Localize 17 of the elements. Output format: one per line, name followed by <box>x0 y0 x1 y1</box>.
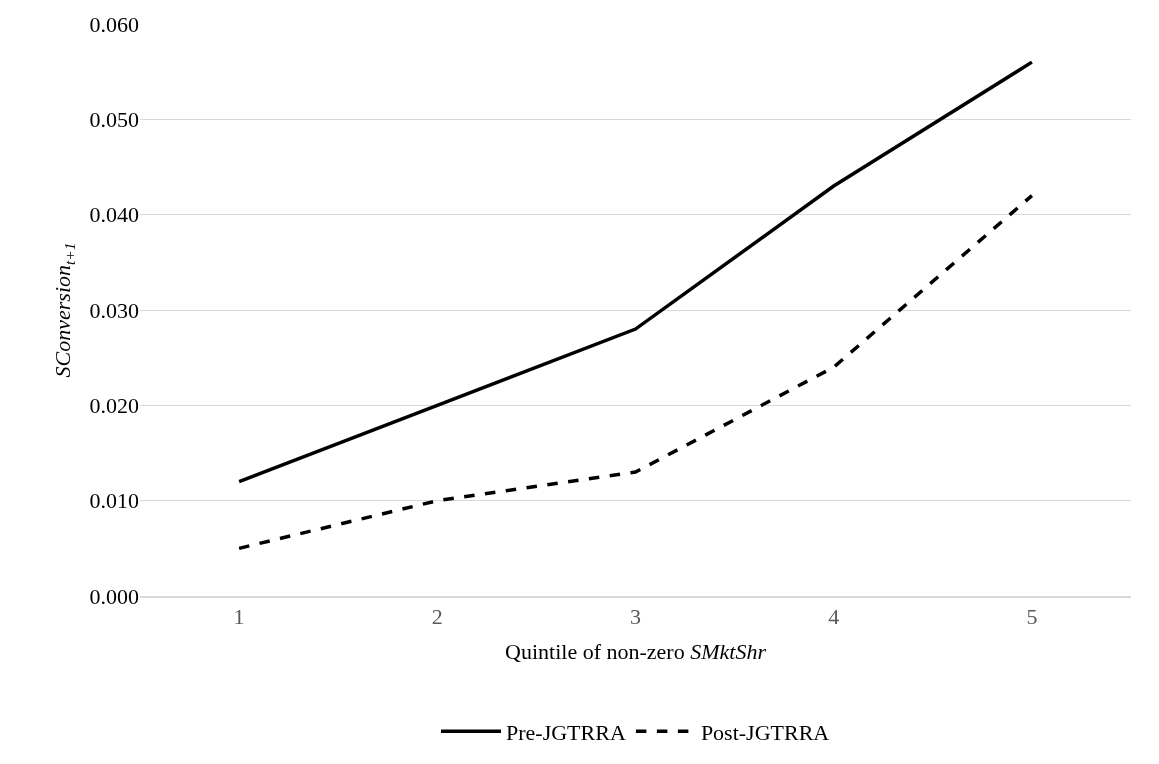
y-tick-label: 0.030 <box>89 297 139 323</box>
x-tick-label: 1 <box>233 604 245 630</box>
y-tick-label: 0.060 <box>89 11 139 37</box>
y-tick-label: 0.000 <box>89 583 139 609</box>
line-series <box>237 60 1034 484</box>
legend-label: Pre-JGTRRA <box>506 719 626 745</box>
x-tick-label: 3 <box>630 604 641 630</box>
x-tick-label: 4 <box>828 604 840 630</box>
y-tick-label: 0.050 <box>89 107 139 133</box>
x-tick-label: 2 <box>431 604 443 630</box>
y-tick-label: 0.040 <box>89 202 139 228</box>
x-axis-title: Quintile of non-zero SMktShr <box>505 638 767 664</box>
y-tick-label: 0.020 <box>89 393 139 419</box>
legend-label: Post-JGTRRA <box>700 719 830 745</box>
line-series <box>237 193 1034 551</box>
y-tick-label: 0.010 <box>89 488 139 514</box>
x-tick-label: 5 <box>1026 604 1038 630</box>
